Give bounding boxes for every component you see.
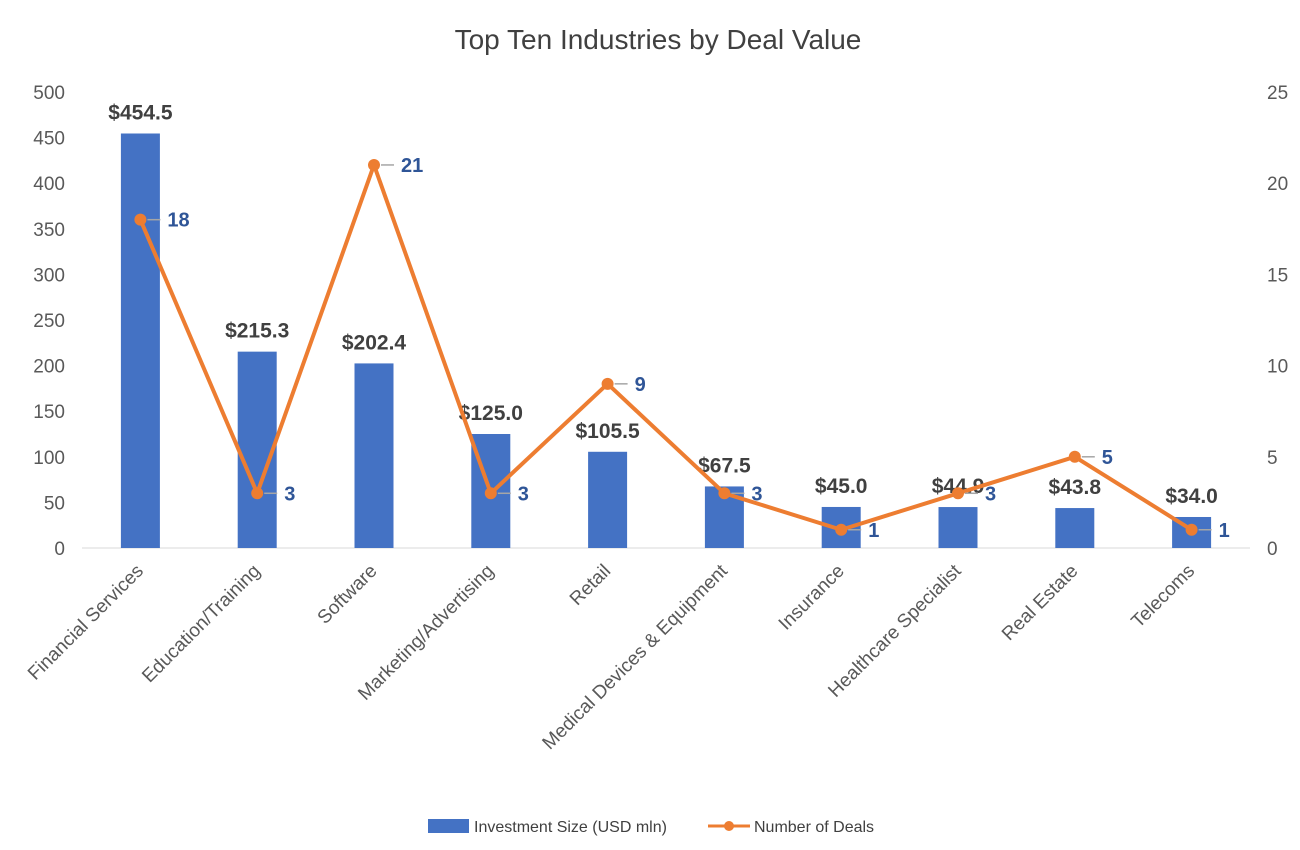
bar-series: $454.5 $215.3 $202.4 $125.0 $105.5 $67.5 $45.0…	[108, 101, 1218, 548]
left-axis-tick-label: 50	[44, 493, 65, 514]
bar-data-label: $105.5	[575, 420, 640, 443]
line-point	[368, 158, 380, 171]
line-data-label: 18	[167, 210, 189, 232]
category-label: Software	[314, 561, 382, 629]
deals-line	[138, 162, 1193, 532]
bar	[120, 133, 160, 548]
line-point	[952, 487, 964, 500]
bar	[354, 363, 394, 548]
line-point	[601, 377, 614, 390]
bar-data-label: $45.0	[815, 475, 868, 498]
chart-title: Top Ten Industries by Deal Value	[455, 24, 862, 55]
line-point	[484, 487, 497, 500]
left-axis-tick-label: 300	[33, 265, 65, 286]
category-label: Insurance	[775, 561, 849, 635]
right-axis-tick-label: 10	[1267, 357, 1288, 378]
line-point	[1185, 523, 1198, 536]
category-label: Retail	[566, 561, 615, 610]
line-data-label: 3	[518, 483, 529, 505]
bar-data-label: $202.4	[342, 331, 407, 354]
bar	[588, 451, 628, 548]
bar-data-label: $43.8	[1049, 476, 1102, 499]
line-point	[134, 213, 147, 226]
bar-data-label: $44.9	[932, 475, 985, 498]
legend-swatch-deals-marker	[724, 821, 734, 831]
line-data-label: 1	[868, 520, 879, 542]
legend-label-deals: Number of Deals	[754, 819, 874, 836]
right-axis-tick-label: 15	[1267, 265, 1288, 286]
right-axis-tick-label: 25	[1267, 83, 1288, 104]
category-label: Marketing/Advertising	[354, 561, 498, 705]
line-data-label: 9	[635, 374, 646, 396]
bar	[938, 507, 978, 548]
category-label: Financial Services	[24, 561, 148, 685]
legend-swatch-investment	[428, 819, 469, 833]
right-axis: 0 5 10 15 20 25	[1267, 83, 1288, 560]
bar-data-label: $454.5	[108, 101, 173, 124]
right-axis-tick-label: 20	[1267, 174, 1288, 195]
left-axis: 0 50 100 150 200 250 300 350 400 450 500	[33, 83, 65, 560]
left-axis-tick-label: 400	[33, 174, 65, 195]
category-label: Real Estate	[998, 561, 1082, 645]
line-data-label: 3	[985, 483, 996, 505]
right-axis-tick-label: 0	[1267, 539, 1278, 560]
legend: Investment Size (USD mln) Number of Deal…	[428, 819, 874, 836]
left-axis-tick-label: 250	[33, 311, 65, 332]
line-data-label: 3	[284, 483, 295, 505]
right-axis-tick-label: 5	[1267, 448, 1278, 469]
category-label: Medical Devices & Equipment	[539, 560, 733, 754]
bar-data-label: $34.0	[1165, 485, 1218, 508]
line-point	[1068, 450, 1081, 463]
bar	[237, 351, 277, 548]
bar-data-label: $67.5	[698, 454, 751, 477]
bar-data-label: $215.3	[225, 320, 289, 343]
legend-label-investment: Investment Size (USD mln)	[474, 819, 667, 836]
left-axis-tick-label: 350	[33, 220, 65, 241]
category-label: Healthcare Specialist	[824, 560, 966, 702]
category-label: Education/Training	[138, 561, 264, 687]
left-axis-tick-label: 200	[33, 357, 65, 378]
line-data-label: 3	[751, 483, 762, 505]
left-axis-tick-label: 100	[33, 448, 65, 469]
line-data-label: 21	[401, 155, 423, 177]
category-label: Telecoms	[1128, 561, 1200, 633]
left-axis-tick-label: 0	[54, 539, 65, 560]
bar-data-label: $125.0	[459, 402, 523, 425]
bar	[1055, 508, 1095, 548]
line-point	[718, 487, 731, 500]
left-axis-tick-label: 150	[33, 402, 65, 423]
line-point	[835, 523, 848, 536]
left-axis-tick-label: 450	[33, 129, 65, 150]
left-axis-tick-label: 500	[33, 83, 65, 104]
line-data-label: 1	[1219, 520, 1230, 542]
line-point	[251, 487, 264, 500]
line-data-label: 5	[1102, 447, 1113, 469]
